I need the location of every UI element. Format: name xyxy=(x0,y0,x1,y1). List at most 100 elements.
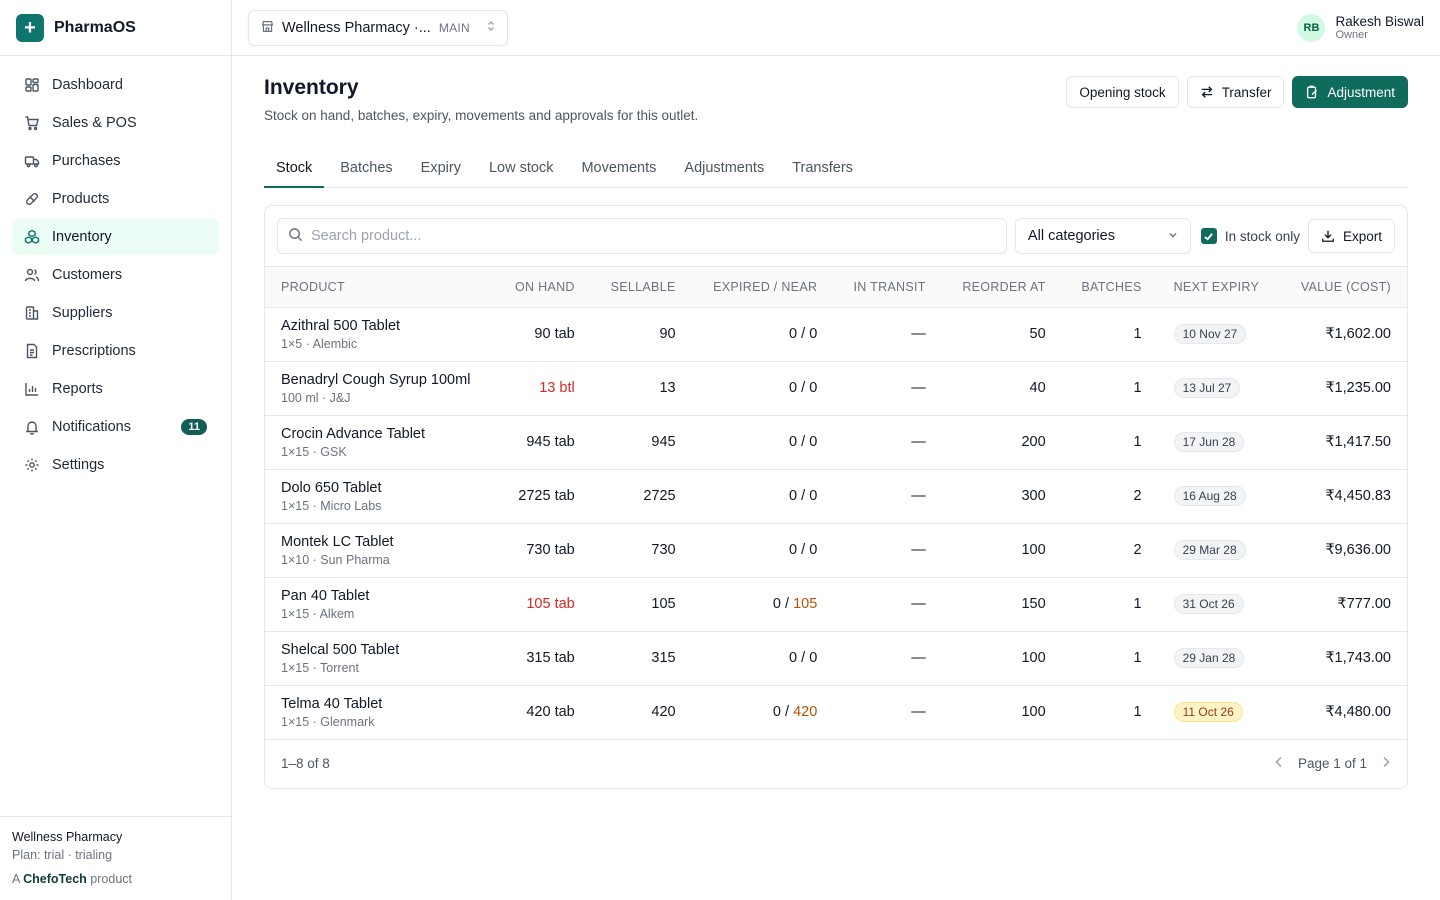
product-name[interactable]: Crocin Advance Tablet xyxy=(281,425,426,442)
clipboard-edit-icon xyxy=(1305,85,1319,99)
in-stock-checkbox[interactable] xyxy=(1200,228,1217,244)
expired-value: 0 xyxy=(789,380,798,396)
expiry-badge: 10 Nov 27 xyxy=(1173,324,1247,344)
tab-transfers[interactable]: Transfers xyxy=(792,160,853,176)
product-name[interactable]: Montek LC Tablet xyxy=(281,533,394,550)
product-name[interactable]: Telma 40 Tablet xyxy=(281,695,383,712)
user-menu[interactable]: RB Rakesh Biswal Owner xyxy=(1297,13,1424,42)
tab-stock[interactable]: Stock xyxy=(264,149,325,188)
batches-cell: 1 xyxy=(1061,631,1158,686)
sellable-cell: 13 xyxy=(590,361,692,416)
sidebar-item-suppliers[interactable]: Suppliers xyxy=(12,295,219,331)
sellable-cell: 730 xyxy=(590,523,692,578)
export-button[interactable]: Export xyxy=(1307,219,1395,253)
tab-expiry[interactable]: Expiry xyxy=(420,160,461,176)
sidebar-item-products[interactable]: Products xyxy=(12,181,219,217)
column-header[interactable]: VALUE (COST) xyxy=(1279,267,1407,308)
brand[interactable]: + PharmaOS xyxy=(0,0,231,56)
on-hand-cell: 420 tab xyxy=(495,685,591,740)
column-header[interactable]: IN TRANSIT xyxy=(833,267,942,308)
sidebar-item-prescriptions[interactable]: Prescriptions xyxy=(12,333,219,369)
batches-cell: 2 xyxy=(1061,469,1158,524)
column-header[interactable]: BATCHES xyxy=(1061,267,1158,308)
org-name: Wellness Pharmacy xyxy=(12,830,123,844)
tab-low-stock[interactable]: Low stock xyxy=(488,160,554,176)
user-info: Rakesh Biswal Owner xyxy=(1335,14,1424,41)
transfer-label: Transfer xyxy=(1221,84,1272,100)
sidebar-item-notifications[interactable]: Notifications 11 xyxy=(12,409,219,445)
expired-near-separator: / xyxy=(797,650,810,666)
product-name[interactable]: Dolo 650 Tablet xyxy=(281,479,382,496)
topbar: Wellness Pharmacy ·... MAIN RB Rakesh Bi… xyxy=(232,0,1440,56)
expiry-badge: 17 Jun 28 xyxy=(1173,432,1245,452)
outlet-switcher[interactable]: Wellness Pharmacy ·... MAIN xyxy=(248,9,508,46)
chevron-left-icon[interactable] xyxy=(1274,755,1284,773)
table-row[interactable]: Crocin Advance Tablet 1×15 · GSK 945 tab 94… xyxy=(265,415,1407,470)
column-header[interactable]: REORDER AT xyxy=(941,267,1062,308)
expired-near-cell: 0 / 0 xyxy=(691,415,834,470)
category-select[interactable]: All categories xyxy=(1014,218,1191,254)
column-header[interactable]: PRODUCT xyxy=(265,267,496,308)
reorder-cell: 100 xyxy=(941,523,1062,578)
tab-adjustments[interactable]: Adjustments xyxy=(684,160,765,176)
product-meta: 1×10 · Sun Pharma xyxy=(281,552,390,567)
column-header[interactable]: SELLABLE xyxy=(590,267,692,308)
stock-card: All categories In stock only xyxy=(264,205,1408,789)
table-row[interactable]: Shelcal 500 Tablet 1×15 · Torrent 315 tab 3… xyxy=(265,631,1407,686)
table-row[interactable]: Pan 40 Tablet 1×15 · Alkem 105 tab 105 0 / 1… xyxy=(265,577,1407,632)
expired-near-cell: 0 / 0 xyxy=(691,523,834,578)
avatar: RB xyxy=(1297,13,1326,42)
on-hand-value: 2725 tab xyxy=(518,488,575,504)
table-row[interactable]: Benadryl Cough Syrup 100ml 100 ml · J&J 13… xyxy=(265,361,1407,416)
expired-near-separator: / xyxy=(781,704,794,720)
next-expiry-cell: 11 Oct 26 xyxy=(1157,685,1280,740)
sidebar-item-sales-pos[interactable]: Sales & POS xyxy=(12,105,219,141)
cart-icon xyxy=(24,115,40,131)
tab-movements[interactable]: Movements xyxy=(581,160,657,176)
on-hand-cell: 730 tab xyxy=(495,523,591,578)
batches-cell: 2 xyxy=(1061,523,1158,578)
sidebar-item-reports[interactable]: Reports xyxy=(12,371,219,407)
next-expiry-cell: 17 Jun 28 xyxy=(1157,415,1280,470)
on-hand-cell: 105 tab xyxy=(495,577,591,632)
credit-prefix: A xyxy=(12,872,20,886)
sidebar: + PharmaOS Dashboard Sales & POS Purchases… xyxy=(0,0,232,900)
adjustment-label: Adjustment xyxy=(1327,84,1395,100)
opening-stock-button[interactable]: Opening stock xyxy=(1066,76,1179,108)
product-cell: Shelcal 500 Tablet 1×15 · Torrent xyxy=(265,631,496,686)
product-name[interactable]: Benadryl Cough Syrup 100ml xyxy=(281,371,471,388)
reorder-cell: 100 xyxy=(941,685,1062,740)
column-header[interactable]: ON HAND xyxy=(495,267,591,308)
product-name[interactable]: Shelcal 500 Tablet xyxy=(281,641,400,658)
adjustment-button[interactable]: Adjustment xyxy=(1292,76,1408,108)
table-row[interactable]: Azithral 500 Tablet 1×5 · Alembic 90 tab 90… xyxy=(265,307,1407,362)
chevron-right-icon[interactable] xyxy=(1381,755,1391,773)
tab-batches[interactable]: Batches xyxy=(340,160,393,176)
value-cell: ₹4,450.83 xyxy=(1279,469,1407,524)
sidebar-item-dashboard[interactable]: Dashboard xyxy=(12,67,219,103)
expired-value: 0 xyxy=(789,650,798,666)
product-name[interactable]: Azithral 500 Tablet xyxy=(281,317,401,334)
credit-suffix: product xyxy=(90,872,132,886)
table-row[interactable]: Telma 40 Tablet 1×15 · Glenmark 420 tab 420… xyxy=(265,685,1407,740)
stock-table: PRODUCT ON HAND SELLABLE EXPIRED / NEAR IN T… xyxy=(265,267,1407,740)
table-row[interactable]: Montek LC Tablet 1×10 · Sun Pharma 730 tab… xyxy=(265,523,1407,578)
column-header[interactable]: EXPIRED / NEAR xyxy=(691,267,834,308)
in-stock-toggle[interactable]: In stock only xyxy=(1199,228,1300,244)
sidebar-item-settings[interactable]: Settings xyxy=(12,447,219,483)
opening-stock-label: Opening stock xyxy=(1079,84,1166,100)
in-transit-cell: — xyxy=(833,685,942,740)
sidebar-item-customers[interactable]: Customers xyxy=(12,257,219,293)
sidebar-item-purchases[interactable]: Purchases xyxy=(12,143,219,179)
product-name[interactable]: Pan 40 Tablet xyxy=(281,587,370,604)
chevron-down-icon xyxy=(1168,228,1178,244)
transfer-button[interactable]: Transfer xyxy=(1186,76,1285,108)
in-transit-cell: — xyxy=(833,469,942,524)
sidebar-item-inventory[interactable]: Inventory xyxy=(12,219,219,255)
column-header[interactable]: NEXT EXPIRY xyxy=(1157,267,1280,308)
search-input[interactable] xyxy=(311,228,996,244)
company-name: ChefoTech xyxy=(23,872,87,886)
table-row[interactable]: Dolo 650 Tablet 1×15 · Micro Labs 2725 tab… xyxy=(265,469,1407,524)
table-header: PRODUCT ON HAND SELLABLE EXPIRED / NEAR IN T… xyxy=(265,267,1407,308)
